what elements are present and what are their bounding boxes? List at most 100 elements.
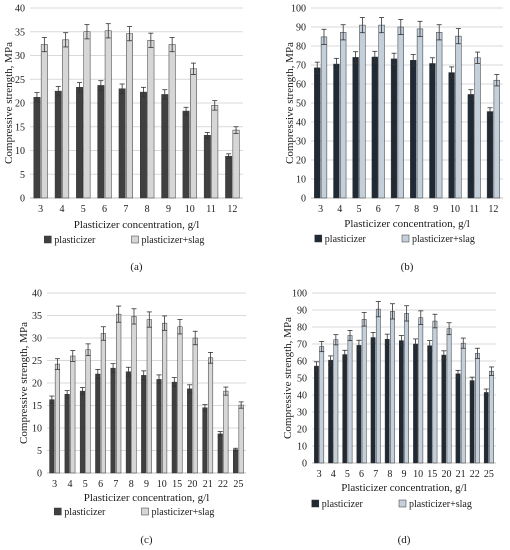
bar-plasticizer-slag: [359, 24, 366, 199]
bar-plasticizer: [469, 380, 475, 464]
bar-plasticizer: [161, 94, 169, 199]
y-tick-label: 90: [297, 306, 307, 317]
legend-label: plasticizer: [325, 234, 367, 245]
bar-plasticizer: [467, 94, 474, 199]
bar-plasticizer: [97, 85, 105, 199]
bar-plasticizer-slag: [54, 363, 60, 474]
bar-plasticizer-slag: [432, 320, 438, 464]
x-tick-label: 20: [441, 469, 451, 480]
x-tick-label: 9: [433, 204, 438, 215]
y-tick-label: 100: [291, 4, 306, 15]
y-tick-label: 20: [296, 156, 306, 167]
bar-plasticizer: [356, 345, 362, 464]
bar-plasticizer: [203, 135, 211, 199]
y-tick-label: 80: [296, 42, 306, 53]
legend: plasticizer plasticizer+slag: [44, 235, 204, 246]
x-tick-label: 15: [427, 469, 437, 480]
y-tick-label: 10: [296, 175, 306, 186]
bar-plasticizer: [225, 155, 233, 199]
bar-plasticizer-slag: [126, 33, 133, 199]
bar-plasticizer: [171, 381, 177, 474]
bar-plasticizer: [371, 56, 378, 199]
panel-label: (b): [401, 261, 414, 273]
bar-plasticizer-slag: [162, 322, 168, 474]
bar-plasticizer-slag: [489, 370, 494, 464]
bar-plasticizer-slag: [416, 28, 424, 199]
y-tick-label: 30: [296, 137, 306, 148]
bar-plasticizer-slag: [40, 44, 48, 199]
bar-plasticizer: [33, 97, 41, 199]
x-tick-label: 6: [98, 479, 103, 490]
y-tick-label: 0: [301, 194, 306, 205]
bar-plasticizer: [314, 67, 321, 199]
legend-swatch: [311, 499, 320, 508]
chart-panel-a: 0 5 10 15 20 25 30 35 40 3 4 5 6 7 8 9 10 11 12 Compressive…: [3, 4, 243, 273]
y-axis-title: Compressive strength, MPa: [282, 317, 294, 439]
legend-swatch: [44, 235, 52, 244]
x-tick-label: 3: [317, 469, 322, 480]
y-tick-label: 35: [32, 311, 42, 322]
legend-swatch: [131, 235, 139, 244]
bar-plasticizer-slag: [436, 32, 443, 199]
bar-plasticizer-slag: [319, 346, 325, 464]
bar-plasticizer: [202, 407, 208, 474]
bar-plasticizer-slag: [238, 404, 244, 474]
y-tick-label: 10: [297, 442, 307, 453]
x-tick-label: 8: [387, 469, 392, 480]
legend-label: plasticizer+slag: [152, 507, 215, 518]
bar-plasticizer: [54, 90, 62, 199]
bar-plasticizer: [314, 365, 319, 464]
bar-plasticizer-slag: [131, 316, 137, 474]
bar-plasticizer: [233, 449, 239, 474]
y-tick-label: 0: [37, 469, 42, 480]
y-axis-title: Compressive strength, MPa: [284, 42, 296, 164]
x-tick-label: 11: [206, 204, 216, 215]
x-tick-label: 25: [484, 469, 494, 480]
bar-plasticizer-slag: [333, 339, 339, 464]
x-tick-label: 6: [359, 469, 364, 480]
bar-plasticizer-slag: [177, 326, 183, 474]
legend-label: plasticizer: [64, 507, 106, 518]
bar-plasticizer-slag: [375, 308, 381, 464]
y-tick-label: 70: [297, 340, 307, 351]
x-tick-label: 8: [145, 204, 150, 215]
bar-plasticizer: [328, 359, 333, 464]
bar-plasticizer: [76, 87, 84, 199]
bar-plasticizer-slag: [62, 39, 70, 199]
x-tick-label: 21: [456, 469, 466, 480]
bar-plasticizer-slag: [347, 335, 353, 464]
bar-plasticizer-slag: [474, 57, 481, 199]
bar-plasticizer-slag: [460, 342, 466, 464]
bar-plasticizer-slag: [418, 317, 424, 464]
bar-plasticizer-slag: [207, 357, 214, 474]
bar-plasticizer: [187, 388, 193, 474]
y-tick-label: 50: [296, 99, 306, 110]
bar-plasticizer: [141, 375, 147, 474]
chart-panel-d: 0 10 20 30 40 50 60 70 80 90 100 3 4 5 6 7 8 9 10 15 20 21 22 2…: [282, 289, 496, 546]
bar-plasticizer-slag: [378, 24, 385, 199]
y-tick-label: 10: [15, 146, 25, 157]
y-tick-label: 50: [297, 374, 307, 385]
y-tick-label: 30: [297, 408, 307, 419]
bar-plasticizer-slag: [116, 313, 122, 474]
x-tick-label: 22: [218, 479, 228, 490]
y-tick-label: 5: [37, 446, 42, 457]
x-tick-label: 21: [203, 479, 213, 490]
x-tick-label: 15: [172, 479, 182, 490]
y-tick-label: 30: [15, 51, 25, 62]
y-tick-label: 30: [32, 334, 42, 345]
x-tick-label: 7: [123, 204, 128, 215]
bar-plasticizer: [217, 433, 223, 474]
legend-label: plasticizer+slag: [409, 499, 472, 510]
bar-plasticizer: [352, 57, 359, 199]
y-tick-label: 20: [297, 425, 307, 436]
legend: plasticizer plasticizer+slag: [314, 234, 475, 245]
bar-plasticizer: [64, 394, 70, 474]
y-axis-title: Compressive strength, MPa: [3, 42, 15, 164]
chart-panel-b: 0 10 20 30 40 50 60 70 80 90 100 3 4 5 6 7 8 9 10 11 12 Compr…: [284, 4, 503, 273]
bar-plasticizer: [448, 72, 455, 199]
bar-plasticizer-slag: [493, 79, 500, 199]
bar-plasticizer-slag: [85, 349, 91, 474]
y-tick-label: 70: [296, 61, 306, 72]
x-tick-label: 12: [227, 204, 237, 215]
